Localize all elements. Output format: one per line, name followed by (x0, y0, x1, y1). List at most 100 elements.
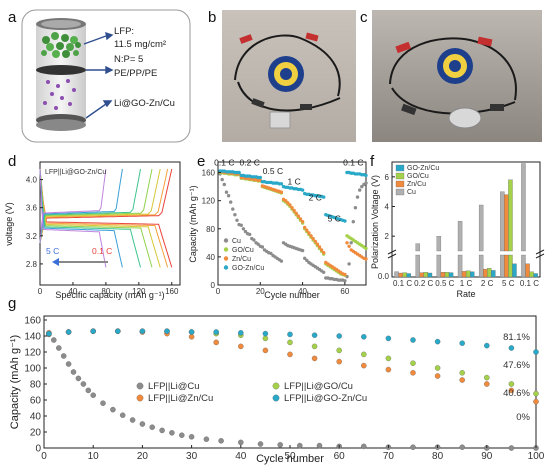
x-tick-label: 1 C (460, 279, 473, 288)
x-tick-label: 100 (528, 451, 545, 462)
data-point-LFP||Li@Cu (60, 353, 67, 359)
data-point-LFP||Li@Cu (316, 442, 323, 449)
data-point-LFP||Li@Cu (238, 439, 244, 446)
bar-Cu (436, 236, 442, 252)
data-point-LFP||Li@Cu (203, 436, 210, 442)
y-tick-label: 100 (24, 364, 41, 375)
data-point-LFP||Li@GO-Zn/Cu (65, 329, 72, 335)
data-point-LFP||Li@GO-Zn/Cu (385, 335, 392, 342)
bar-Zn/Cu (398, 272, 403, 278)
y-tick-label: 140 (24, 332, 41, 343)
legend-label-GO-Zn/Cu: GO-Zn/Cu (407, 165, 439, 172)
data-point-Zn/Cu (290, 206, 294, 210)
bar-Cu-lower (521, 254, 526, 278)
data-point-LFP||Li@Cu (149, 424, 155, 430)
y-axis-label: Polarization Voltage (V) (370, 175, 380, 269)
data-point-Cu (229, 200, 233, 204)
panel-e-chart: 0 20 40 60 0 40 80 120 160 0.1 C 0.2 C0.5 C 1 C 2 C… (188, 158, 368, 300)
data-point-LFP||Li@GO/Cu (533, 390, 539, 397)
data-point-LFP||Li@Cu (85, 387, 92, 394)
data-point-LFP||Li@GO/Cu (361, 351, 367, 358)
x-tick-label: 40 (68, 287, 77, 296)
legend-marker-LFP||Li@GO/Cu (272, 382, 280, 390)
data-point-LFP||Li@Zn/Cu (188, 334, 195, 340)
data-point-LFP||Li@GO-Zn/Cu (361, 334, 367, 340)
legend-marker-Cu (223, 238, 229, 243)
bar-Cu (521, 163, 526, 252)
separator-label: PE/PP/PE (114, 68, 157, 79)
y-tick-label: 2 (385, 232, 390, 241)
data-point-Zn/Cu (322, 251, 326, 255)
data-point-LFP||Li@GO/Cu (311, 343, 318, 350)
legend-swatch-Zn/Cu (395, 180, 405, 188)
panel-label-g: g (8, 295, 16, 312)
data-point-LFP||Li@Cu (169, 430, 175, 436)
legend-label-Zn/Cu: Zn/Cu (232, 256, 251, 263)
x-tick-label: 0 (41, 451, 47, 462)
panel-label-f: f (370, 153, 375, 170)
x-tick-label: 0 (38, 287, 43, 296)
data-point-LFP||Li@Cu (100, 400, 106, 406)
x-tick-label: 0.1 C (393, 279, 412, 288)
legend-swatch-GO-Zn/Cu (395, 164, 405, 172)
data-point-LFP||Li@Zn/Cu (484, 381, 490, 387)
data-point-Cu (353, 206, 358, 210)
bar-GO-Zn/Cu (470, 271, 475, 278)
legend-swatch-Cu (395, 188, 405, 196)
bar-Zn/Cu (461, 271, 467, 278)
data-point-Zn/Cu (311, 236, 315, 241)
data-point-Cu (343, 279, 347, 283)
data-point-GO-Zn/Cu (322, 195, 326, 199)
legend-marker-Zn/Cu (223, 256, 229, 261)
x-tick-label: 5 C (502, 279, 515, 288)
data-point-Cu (220, 177, 224, 182)
y-tick-label: 120 (202, 197, 216, 206)
y-tick-label: 6 (385, 173, 390, 182)
data-point-Cu (347, 262, 351, 266)
bar-Cu (500, 191, 505, 252)
legend-swatch-GO/Cu (395, 172, 405, 180)
y-tick-label: 2.8 (26, 260, 38, 269)
y-tick-label: 40 (30, 412, 42, 423)
data-point-Cu (226, 194, 231, 198)
x-tick-label: 20 (256, 287, 265, 296)
data-point-GO-Zn/Cu (364, 173, 368, 178)
bar-GO/Cu (423, 272, 429, 278)
legend-label-Zn/Cu: Zn/Cu (407, 181, 426, 188)
x-axis-label: Specific capacity (mAh g⁻¹) (55, 290, 164, 300)
y-axis-label: voltage (V) (4, 202, 14, 246)
legend-label-GO/Cu: GO/Cu (407, 173, 429, 180)
data-point-LFP||Li@Cu (80, 381, 87, 387)
data-point-LFP||Li@Zn/Cu (361, 362, 367, 369)
retention-label: 81.1% (503, 332, 530, 343)
bar-Zn/Cu (483, 268, 488, 278)
data-point-LFP||Li@Cu (179, 432, 185, 438)
data-point-Zn/Cu (319, 248, 324, 252)
data-point-Cu (235, 218, 239, 222)
x-tick-label: 10 (88, 451, 100, 462)
callout-arrows-icon (83, 31, 114, 119)
plot-frame (39, 161, 181, 286)
discharge-curve-0.1C (39, 168, 107, 268)
bar-GO/Cu (402, 272, 407, 278)
discharge-curve-5C (39, 168, 123, 268)
data-point-Cu (252, 238, 256, 242)
retention-label: 47.6% (503, 360, 530, 371)
x-axis-label: Rate (456, 289, 475, 299)
data-point-LFP||Li@Zn/Cu (508, 387, 515, 394)
data-point-LFP||Li@Cu (459, 444, 465, 450)
y-tick-label: 3.2 (26, 232, 38, 241)
data-point-Zn/Cu (313, 239, 317, 244)
panel-label-e: e (197, 153, 205, 170)
data-point-LFP||Li@GO-Zn/Cu (139, 328, 146, 334)
y-tick-label: 80 (206, 225, 215, 234)
data-point-LFP||Li@GO-Zn/Cu (434, 338, 441, 345)
data-point-Cu (305, 258, 309, 263)
data-point-Zn/Cu (292, 208, 296, 213)
x-tick-label: 0.1 C (520, 279, 539, 288)
legend-marker-LFP||Li@Zn/Cu (136, 394, 144, 402)
bar-Zn/Cu (419, 272, 424, 278)
data-point-LFP||Li@Zn/Cu (533, 398, 539, 405)
charge-curve-0.1C (39, 168, 107, 243)
